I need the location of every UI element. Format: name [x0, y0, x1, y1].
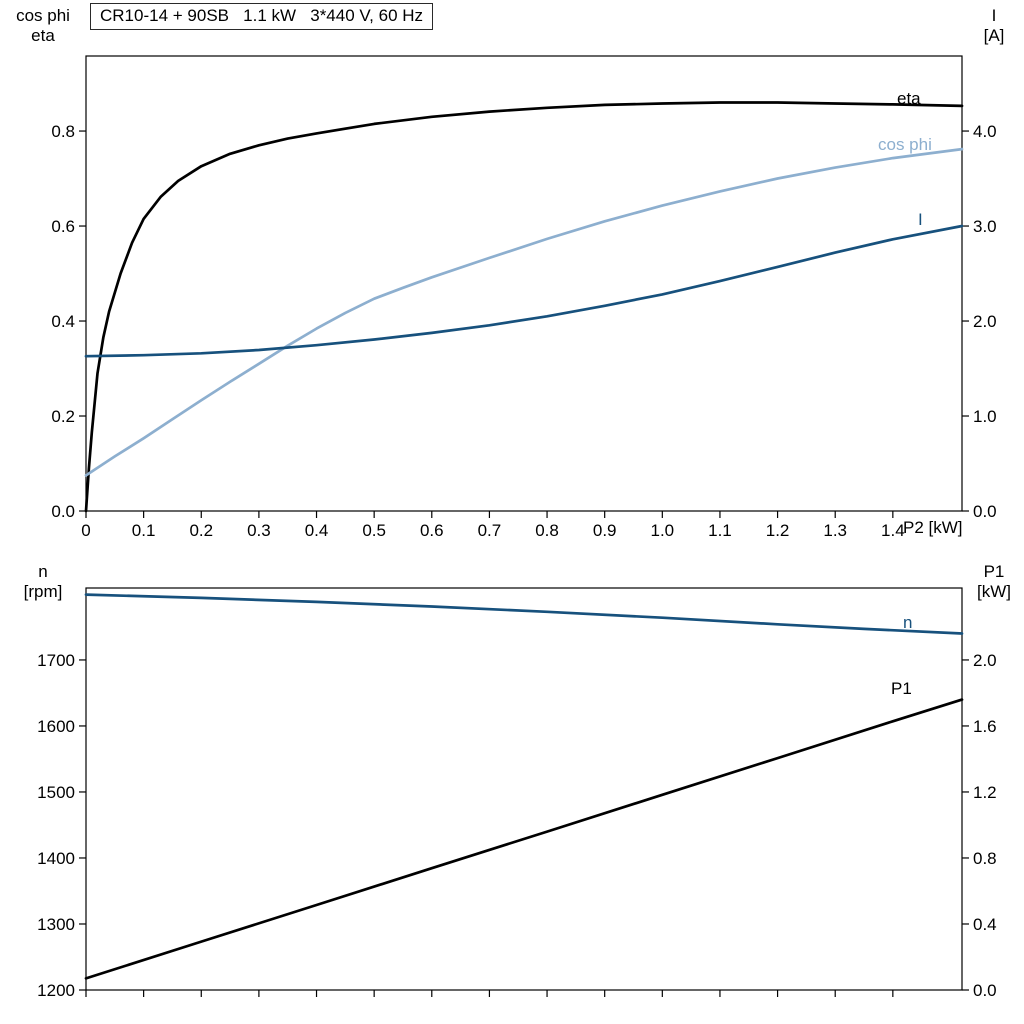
y-left-title-eta: eta [31, 26, 55, 46]
x-tick-label: 0.7 [478, 521, 502, 540]
curve-cos-phi [84, 147, 964, 477]
y-right-tick-label: 0.0 [973, 981, 997, 1000]
y-left-tick-label: 1200 [37, 981, 75, 1000]
plot-frame [85, 587, 963, 991]
curve-label-cos-phi: cos phi [878, 135, 932, 154]
y-left-tick-label: 0.6 [51, 217, 75, 236]
y-left-tick-label: 1400 [37, 849, 75, 868]
x-tick-label: 1.1 [708, 521, 732, 540]
x-tick-label: 1.0 [650, 521, 674, 540]
top-right-axis-title: I [A] [968, 6, 1020, 46]
curve-i [84, 224, 964, 358]
x-axis-title: P2 [kW] [903, 518, 963, 537]
y-left-tick-label: 0.4 [51, 312, 75, 331]
x-tick-label: 0.4 [305, 521, 329, 540]
curve-label-p1: P1 [891, 679, 912, 698]
y-right-tick-label: 1.2 [973, 783, 997, 802]
chart-title-box: CR10-14 + 90SB 1.1 kW 3*440 V, 60 Hz [90, 3, 434, 30]
y-right-title-i: I [991, 6, 997, 25]
curve-label-eta: eta [897, 89, 921, 108]
x-tick-label: 0.3 [247, 521, 271, 540]
y-right-tick-label: 3.0 [973, 217, 997, 236]
x-tick-label: 0.2 [189, 521, 213, 540]
y-right-title-amp: [A] [983, 26, 1005, 46]
x-tick-label: 1.4 [881, 521, 905, 540]
y-right-tick-label: 2.0 [973, 312, 997, 331]
x-tick-label: 1.3 [823, 521, 847, 540]
y-right-title-p1: P1 [983, 562, 1005, 581]
x-tick-label: 0.5 [362, 521, 386, 540]
y-left-tick-label: 1500 [37, 783, 75, 802]
x-tick-label: 0.9 [593, 521, 617, 540]
y-right-tick-label: 1.0 [973, 407, 997, 426]
y-right-tick-label: 1.6 [973, 717, 997, 736]
x-tick-label: 0.1 [132, 521, 156, 540]
y-left-tick-label: 0.2 [51, 407, 75, 426]
curve-n [84, 593, 964, 635]
y-right-tick-label: 2.0 [973, 651, 997, 670]
y-left-title-n: n [38, 562, 48, 581]
curve-p1 [84, 698, 964, 980]
y-left-title-rpm: [rpm] [23, 582, 63, 602]
curve-label-n: n [903, 613, 912, 632]
curve-label-i: I [918, 210, 923, 229]
y-left-tick-label: 0.8 [51, 122, 75, 141]
top-left-axis-title: cos phi eta [2, 6, 84, 46]
y-right-tick-label: 4.0 [973, 122, 997, 141]
y-right-tick-label: 0.8 [973, 849, 997, 868]
y-right-title-kw: [kW] [977, 582, 1011, 602]
bottom-right-axis-title: P1 [kW] [968, 562, 1020, 602]
curve-eta [84, 101, 964, 513]
plot-frame [85, 55, 963, 512]
x-tick-label: 0.8 [535, 521, 559, 540]
x-tick-label: 0.6 [420, 521, 444, 540]
y-right-tick-label: 0.0 [973, 502, 997, 521]
y-right-tick-label: 0.4 [973, 915, 997, 934]
y-left-tick-label: 1300 [37, 915, 75, 934]
x-tick-label: 1.2 [766, 521, 790, 540]
bottom-left-axis-title: n [rpm] [2, 562, 84, 602]
x-tick-label: 0 [81, 521, 90, 540]
y-left-title-cosphi: cos phi [16, 6, 70, 25]
y-left-tick-label: 0.0 [51, 502, 75, 521]
y-left-tick-label: 1600 [37, 717, 75, 736]
y-left-tick-label: 1700 [37, 651, 75, 670]
